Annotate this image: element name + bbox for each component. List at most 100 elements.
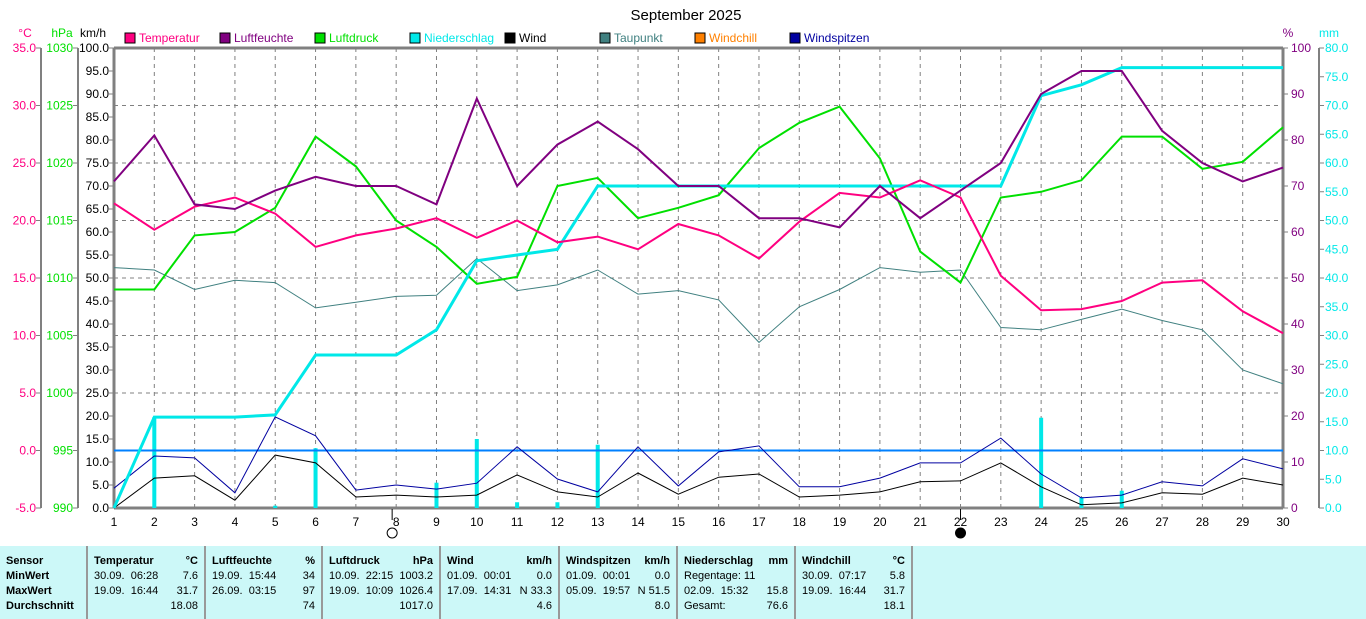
- stats-cell-label: 26.09. 03:15: [212, 585, 277, 597]
- x-tick-label: 26: [1115, 515, 1129, 529]
- stats-column-luftdruck: Luftdruck hPa 10.09. 22:15 1003.2 19.09. 10:…: [323, 546, 441, 619]
- rain-tick-label: 70.0: [1325, 99, 1349, 113]
- stats-cell-value: 97: [302, 585, 315, 597]
- series-lines: [112, 66, 1284, 509]
- stats-column-temperatur: Temperatur °C 30.09. 06:28 7.6 19.09. 16:44 3…: [88, 546, 206, 619]
- wind-tick-label: 40.0: [86, 317, 110, 331]
- grid: [114, 48, 1283, 508]
- x-tick-label: 27: [1155, 515, 1169, 529]
- full-moon-icon: [386, 527, 398, 539]
- precipitation-bar: [595, 444, 600, 508]
- stats-row: 19.09. 10:09 1026.4: [329, 584, 433, 599]
- stats-cell-value: 1003.2: [399, 570, 433, 582]
- stats-cell-value: 15.8: [766, 585, 788, 597]
- series-line-taupunkt: [113, 257, 1284, 385]
- series-line-niederschlag: [112, 66, 1283, 509]
- precipitation-bar: [1079, 497, 1084, 508]
- stats-header-title: Wind: [447, 555, 474, 567]
- legend-swatch: [219, 32, 231, 44]
- x-tick-label: 14: [631, 515, 645, 529]
- chart-title: September 2025: [631, 7, 742, 24]
- x-tick-label: 11: [511, 515, 524, 529]
- stats-cell-value: N 51.5: [637, 585, 670, 597]
- rain-tick-label: 10.0: [1325, 444, 1349, 458]
- stats-row: 19.09. 16:44 31.7: [802, 584, 905, 599]
- x-tick-label: 4: [232, 515, 239, 529]
- stats-cell-label: Regentage: 11: [684, 570, 756, 582]
- stats-cell-value: N 33.3: [519, 585, 552, 597]
- stats-row: 26.09. 03:15 97: [212, 584, 315, 599]
- stats-row: 30.09. 06:28 7.6: [94, 569, 198, 584]
- temp-tick-label: 35.0: [13, 41, 37, 55]
- stats-cell-label: 19.09. 10:09: [329, 585, 394, 597]
- stats-row: 05.09. 19:57 N 51.5: [566, 584, 670, 599]
- x-tick-label: 23: [994, 515, 1008, 529]
- rain-tick-label: 80.0: [1325, 41, 1349, 55]
- wind-tick-label: 10.0: [86, 455, 110, 469]
- pressure-tick-label: 1010: [46, 271, 73, 285]
- stats-cell-value: 31.7: [883, 585, 905, 597]
- wind-tick-label: 95.0: [86, 64, 110, 78]
- daily-precipitation-bars: [152, 417, 1124, 508]
- stats-header-unit: %: [305, 555, 315, 567]
- humidity-tick-label: 0: [1291, 501, 1298, 515]
- stats-column-windspitzen: Windspitzen km/h 01.09. 00:01 0.0 05.09. 19:…: [560, 546, 678, 619]
- x-tick-label: 5: [272, 515, 279, 529]
- legend-swatch: [789, 32, 801, 44]
- pressure-tick-label: 1000: [46, 386, 73, 400]
- humidity-tick-label: 20: [1291, 409, 1305, 423]
- stats-row: 10.09. 22:15 1003.2: [329, 569, 433, 584]
- stats-header: Temperatur °C: [94, 554, 198, 569]
- rain-tick-label: 55.0: [1325, 185, 1349, 199]
- x-tick-label: 22: [954, 515, 968, 529]
- humidity-tick-label: 90: [1291, 87, 1305, 101]
- humidity-axis-unit: %: [1283, 26, 1294, 40]
- precipitation-bar: [474, 439, 479, 508]
- x-tick-label: 3: [191, 515, 198, 529]
- stats-row: 01.09. 00:01 0.0: [447, 569, 552, 584]
- series-line-luftfeuchte: [113, 70, 1284, 229]
- legend-swatch: [599, 32, 611, 44]
- pressure-tick-label: 1015: [46, 214, 73, 228]
- wind-tick-label: 75.0: [86, 156, 110, 170]
- stats-cell-value: 8.0: [654, 600, 670, 612]
- stats-cell-value: 0.0: [654, 570, 670, 582]
- stats-header-title: Sensor: [6, 555, 44, 567]
- stats-header-unit: km/h: [526, 555, 552, 567]
- stats-cell-label: 19.09. 15:44: [212, 570, 277, 582]
- series-line-wind: [113, 454, 1284, 509]
- stats-cell-label: 05.09. 19:57: [566, 585, 631, 597]
- stats-column-wind: Wind km/h 01.09. 00:01 0.0 17.09. 14:31 N 33.…: [441, 546, 560, 619]
- wind-tick-label: 100.0: [79, 41, 109, 55]
- x-tick-label: 17: [752, 515, 766, 529]
- legend-label: Wind: [519, 31, 546, 45]
- wind-axis-unit: km/h: [80, 26, 106, 40]
- humidity-tick-label: 30: [1291, 363, 1305, 377]
- stats-header: Wind km/h: [447, 554, 552, 569]
- legend-label: Luftfeuchte: [234, 31, 294, 45]
- rain-axis-unit: mm: [1319, 26, 1339, 40]
- stats-column-luftfeuchte: Luftfeuchte% 19.09. 15:44 34 26.09. 03:15 97…: [206, 546, 323, 619]
- legend-swatch: [314, 32, 326, 44]
- rain-tick-label: 60.0: [1325, 156, 1349, 170]
- pressure-tick-label: 995: [53, 444, 73, 458]
- stats-column-niederschlag: Niederschlag mm Regentage: 11 02.09. 15:32 1…: [678, 546, 796, 619]
- precipitation-bar: [273, 505, 278, 508]
- wind-tick-label: 90.0: [86, 87, 110, 101]
- pressure-tick-label: 1025: [46, 99, 73, 113]
- wind-tick-label: 25.0: [86, 386, 110, 400]
- series-line-windspitzen: [113, 416, 1284, 499]
- stats-row: 8.0: [566, 599, 670, 614]
- humidity-tick-label: 60: [1291, 225, 1305, 239]
- stats-row: 18.1: [802, 599, 905, 614]
- stats-header: Luftdruck hPa: [329, 554, 433, 569]
- x-tick-label: 13: [591, 515, 605, 529]
- wind-tick-label: 20.0: [86, 409, 110, 423]
- precipitation-bar: [152, 417, 157, 508]
- stats-cell-value: 34: [302, 570, 315, 582]
- pressure-tick-label: 1020: [46, 156, 73, 170]
- stats-header-unit: mm: [768, 555, 788, 567]
- temp-tick-label: 10.0: [13, 329, 37, 343]
- x-tick-label: 16: [712, 515, 726, 529]
- moon-phases: [386, 509, 967, 539]
